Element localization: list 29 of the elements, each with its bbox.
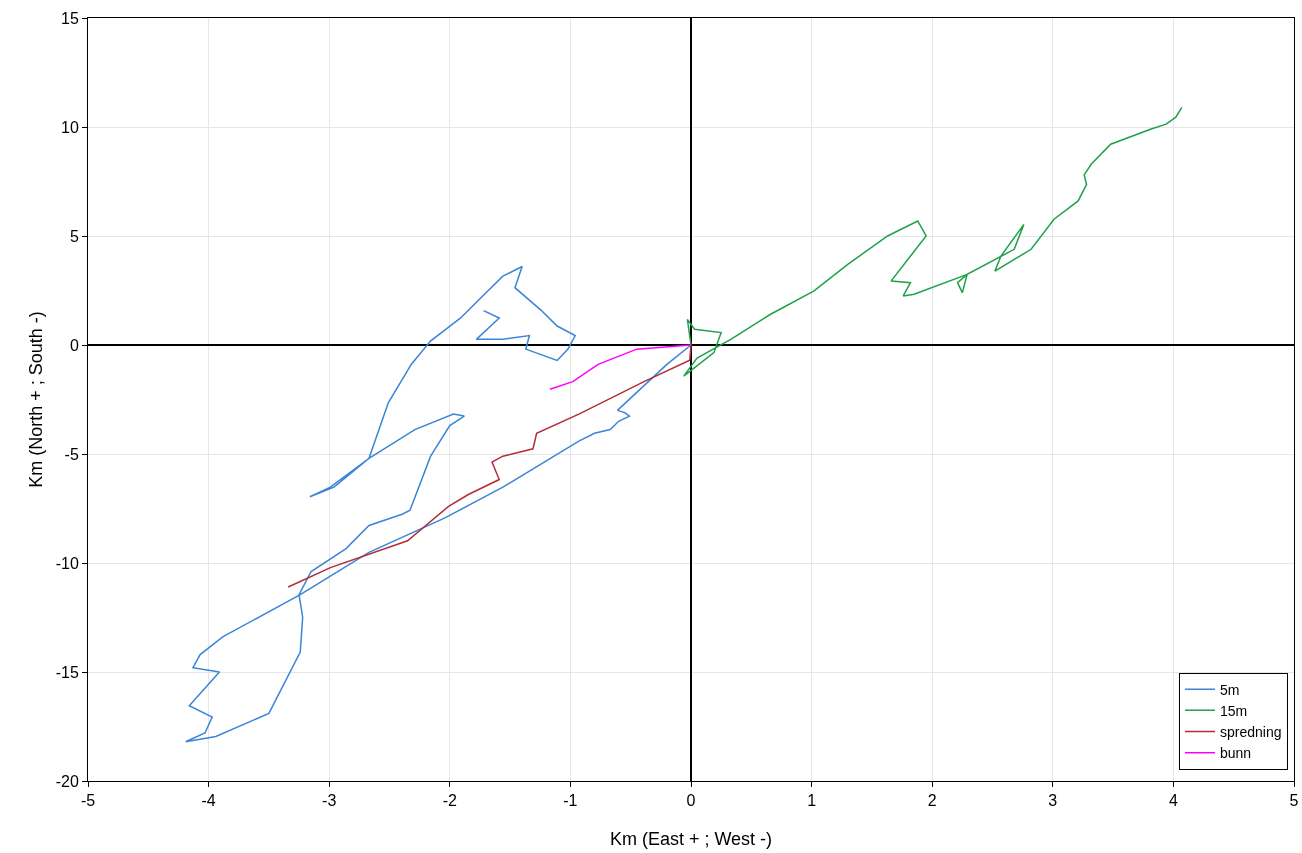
x-tick-label: -1 — [563, 792, 578, 810]
x-tick-label: 4 — [1168, 792, 1178, 810]
line-series — [287, 344, 692, 588]
y-tick-label: 15 — [61, 9, 79, 27]
line-series — [549, 344, 692, 390]
x-tick-label: 0 — [686, 792, 696, 810]
y-tick-label: -20 — [55, 772, 79, 790]
line-series — [184, 265, 692, 743]
legend-label: 5m — [1219, 681, 1240, 698]
line-series — [683, 106, 1183, 377]
x-tick-label: 3 — [1048, 792, 1058, 810]
y-tick-label: -15 — [55, 663, 79, 681]
x-tick-label: -5 — [80, 792, 96, 810]
y-tick-label: -10 — [55, 554, 79, 572]
y-axis-title: Km (North + ; South -) — [26, 311, 46, 488]
legend-label: bunn — [1219, 745, 1252, 762]
x-tick-label: -2 — [442, 792, 458, 810]
y-tick-label: -5 — [64, 445, 79, 463]
x-tick-label: 2 — [927, 792, 937, 810]
y-tick-label: 0 — [69, 336, 79, 354]
x-tick-label: -3 — [322, 792, 337, 810]
x-tick-label: 5 — [1289, 792, 1299, 810]
y-tick-label: 10 — [61, 118, 79, 136]
x-tick-label: 1 — [807, 792, 817, 810]
legend-label: 15m — [1219, 702, 1248, 719]
x-axis-title: Km (East + ; West -) — [609, 829, 773, 849]
y-tick-label: 5 — [69, 227, 79, 245]
x-tick-label: -4 — [201, 792, 216, 810]
legend-label: spredning — [1219, 724, 1282, 741]
